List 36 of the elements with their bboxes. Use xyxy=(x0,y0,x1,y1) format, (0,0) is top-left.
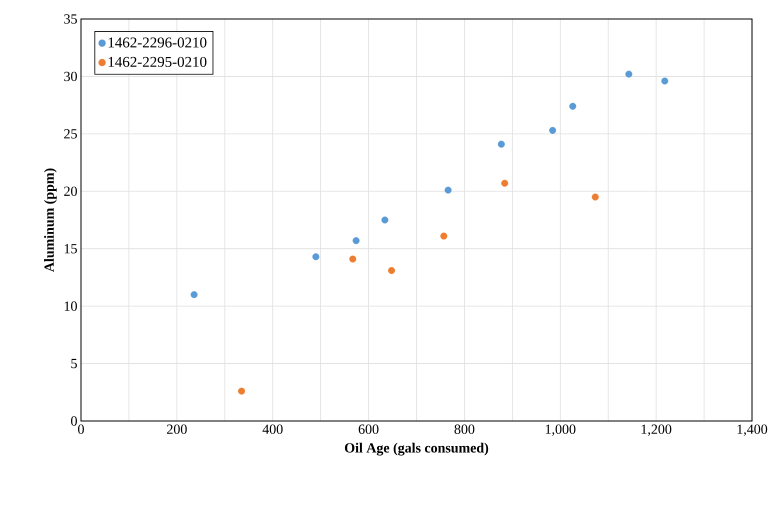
point xyxy=(498,140,505,148)
x-tick-label: 1,400 xyxy=(738,424,768,436)
x-tick-label: 600 xyxy=(358,424,378,434)
y-tick-label: 25 xyxy=(64,129,77,139)
x-tick-label: 1,200 xyxy=(642,424,672,436)
legend-label: 1462-2296-0210 xyxy=(108,37,206,48)
y-tick-label: 20 xyxy=(64,186,77,196)
point xyxy=(349,256,356,263)
point xyxy=(312,253,320,260)
point xyxy=(381,216,388,224)
point xyxy=(549,126,556,134)
legend-label: 1462-2295-0210 xyxy=(108,56,206,67)
x-axis-title: Oil Age (gals consumed) xyxy=(344,442,488,456)
point xyxy=(440,232,448,240)
point xyxy=(569,102,576,110)
point xyxy=(625,70,632,78)
y-tick-label: 10 xyxy=(64,301,77,311)
y-axis-title: Aluminum (ppm) xyxy=(44,168,57,272)
point xyxy=(661,78,668,85)
point xyxy=(444,186,452,194)
y-tick-label: 30 xyxy=(64,72,77,82)
y-tick-label: 5 xyxy=(71,358,77,368)
point xyxy=(238,388,246,395)
x-tick-label: 0 xyxy=(78,424,84,434)
x-tick-label: 1,000 xyxy=(546,424,576,436)
x-tick-label: 800 xyxy=(454,424,474,434)
point xyxy=(190,291,198,298)
point xyxy=(501,180,508,187)
point xyxy=(352,237,360,244)
y-tick-label: 0 xyxy=(71,416,77,426)
x-tick-label: 200 xyxy=(167,424,187,434)
point xyxy=(592,194,599,201)
x-tick-label: 400 xyxy=(262,424,283,434)
y-tick-label: 35 xyxy=(64,14,77,24)
y-tick-label: 15 xyxy=(64,244,77,254)
point xyxy=(388,267,396,274)
